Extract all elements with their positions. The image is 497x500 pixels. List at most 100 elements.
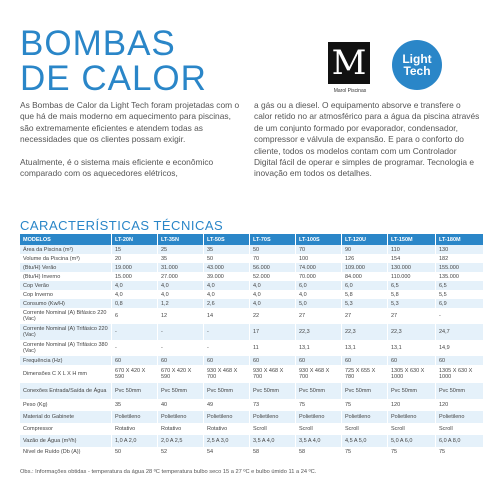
table-cell: 60 xyxy=(436,356,484,365)
table-cell: 4,0 xyxy=(204,281,250,290)
table-cell: Polietileno xyxy=(204,411,250,423)
table-cell: Área da Piscina (m²) xyxy=(20,245,112,254)
table-cell: 73 xyxy=(250,399,296,411)
table-cell: 120 xyxy=(388,399,436,411)
table-cell: 2,5 A 3,0 xyxy=(204,435,250,447)
table-cell: Pvc 50mm xyxy=(158,383,204,399)
table-cell: 60 xyxy=(112,356,158,365)
column-header: LT-35N xyxy=(158,234,204,245)
table-cell: 5,8 xyxy=(388,290,436,299)
marol-logo-text: Marol Piscinas xyxy=(333,88,367,94)
table-cell: 40 xyxy=(158,399,204,411)
light-tech-logo-line-2: Tech xyxy=(403,64,431,78)
table-cell: 27.000 xyxy=(158,272,204,281)
intro-paragraph-2: Atualmente, é o sistema mais eficiente e… xyxy=(20,156,214,179)
table-cell: 75 xyxy=(342,447,388,456)
table-cell: 14,9 xyxy=(436,340,484,356)
column-header: LT-50S xyxy=(204,234,250,245)
light-tech-logo-line-1: Light xyxy=(402,52,432,66)
table-cell: 110 xyxy=(388,245,436,254)
table-row: Dimensões C X L X H mm 670 X 420 X 590 670… xyxy=(20,365,484,383)
table-cell: 4,0 xyxy=(112,281,158,290)
table-cell: 1,2 xyxy=(158,299,204,308)
table-cell: 5,0 A 6,0 xyxy=(388,435,436,447)
table-header-row: MODELOS LT-20N LT-35N LT-50S LT-70S LT-1… xyxy=(20,234,484,245)
table-cell: 22,3 xyxy=(388,324,436,340)
column-header: LT-100S xyxy=(296,234,342,245)
table-cell: Pvc 50mm xyxy=(204,383,250,399)
table-cell: 22 xyxy=(250,308,296,324)
table-cell: 13,1 xyxy=(296,340,342,356)
specs-table: MODELOS LT-20N LT-35N LT-50S LT-70S LT-1… xyxy=(20,234,484,456)
table-cell: 130 xyxy=(436,245,484,254)
intro-left-column: As Bombas de Calor da Light Tech foram p… xyxy=(20,100,240,190)
column-header: LT-20N xyxy=(112,234,158,245)
table-cell: Pvc 50mm xyxy=(296,383,342,399)
table-cell: 5,8 xyxy=(342,290,388,299)
table-cell: 14 xyxy=(204,308,250,324)
table-cell: 4,0 xyxy=(250,290,296,299)
table-cell: 52.000 xyxy=(250,272,296,281)
table-cell: 4,0 xyxy=(250,281,296,290)
table-cell: 930 X 468 X 700 xyxy=(250,365,296,383)
table-cell: 670 X 420 X 590 xyxy=(112,365,158,383)
table-cell: 120 xyxy=(436,399,484,411)
table-cell: 4,5 A 5,0 xyxy=(342,435,388,447)
section-title: CARACTERÍSTICAS TÉCNICAS xyxy=(20,218,224,233)
column-header: LT-70S xyxy=(250,234,296,245)
table-cell: Rotativo xyxy=(112,423,158,435)
table-cell: 6,5 xyxy=(436,281,484,290)
table-cell: 6,0 A 8,0 xyxy=(436,435,484,447)
table-cell: 11 xyxy=(250,340,296,356)
table-row: Nível de Ruído (Db (A)) 50 52 54 58 58 75 75 75 xyxy=(20,447,484,456)
table-cell: Corrente Nominal (A) Trifásico 380 (Vac) xyxy=(20,340,112,356)
table-cell: Polietileno xyxy=(250,411,296,423)
column-header: LT-180M xyxy=(436,234,484,245)
table-cell: 58 xyxy=(296,447,342,456)
table-cell: 70 xyxy=(250,254,296,263)
page-title: BOMBAS DE CALOR xyxy=(20,26,207,96)
table-cell: 4,0 xyxy=(204,290,250,299)
table-cell: 75 xyxy=(296,399,342,411)
title-line-1: BOMBAS xyxy=(20,24,176,63)
column-header: MODELOS xyxy=(20,234,112,245)
table-cell: 4,0 xyxy=(158,290,204,299)
table-cell: Dimensões C X L X H mm xyxy=(20,365,112,383)
table-cell: 49 xyxy=(204,399,250,411)
table-row: Peso (Kg) 35 40 49 73 75 75 120 120 xyxy=(20,399,484,411)
table-cell: 3,5 A 4,0 xyxy=(296,435,342,447)
table-row: Frequência (Hz) 60 60 60 60 60 60 60 60 xyxy=(20,356,484,365)
table-cell: - xyxy=(204,340,250,356)
table-cell: - xyxy=(436,308,484,324)
table-cell: Frequência (Hz) xyxy=(20,356,112,365)
table-cell: 13,1 xyxy=(342,340,388,356)
intro-paragraph-3: a gás ou a diesel. O equipamento absorve… xyxy=(254,100,480,179)
table-row: Cop Inverno 4,0 4,0 4,0 4,0 4,0 5,8 5,8 5,5 xyxy=(20,290,484,299)
table-cell: 27 xyxy=(296,308,342,324)
table-cell: 75 xyxy=(342,399,388,411)
table-cell: Polietileno xyxy=(158,411,204,423)
table-cell: Polietileno xyxy=(342,411,388,423)
table-cell: 60 xyxy=(250,356,296,365)
table-cell: 0,8 xyxy=(112,299,158,308)
table-cell: 17 xyxy=(250,324,296,340)
table-cell: Corrente Nominal (A) Bifásico 220 (Vac) xyxy=(20,308,112,324)
table-cell: 182 xyxy=(436,254,484,263)
table-cell: 60 xyxy=(342,356,388,365)
table-cell: Scroll xyxy=(388,423,436,435)
table-cell: Pvc 50mm xyxy=(250,383,296,399)
table-cell: 126 xyxy=(342,254,388,263)
table-cell: Volume da Piscina (m³) xyxy=(20,254,112,263)
table-cell: Polietileno xyxy=(388,411,436,423)
table-cell: 58 xyxy=(250,447,296,456)
marol-logo-mark: M xyxy=(331,43,367,83)
table-cell: - xyxy=(204,324,250,340)
table-cell: Nível de Ruído (Db (A)) xyxy=(20,447,112,456)
table-row: Volume da Piscina (m³) 20 35 50 70 100 126 154 1… xyxy=(20,254,484,263)
table-cell: 109.000 xyxy=(342,263,388,272)
table-cell: 60 xyxy=(204,356,250,365)
brand-logos: M Marol Piscinas Light Tech xyxy=(322,40,442,98)
table-cell: 5,5 xyxy=(436,290,484,299)
intro-paragraph-1: As Bombas de Calor da Light Tech foram p… xyxy=(20,100,240,145)
table-cell: 155.000 xyxy=(436,263,484,272)
